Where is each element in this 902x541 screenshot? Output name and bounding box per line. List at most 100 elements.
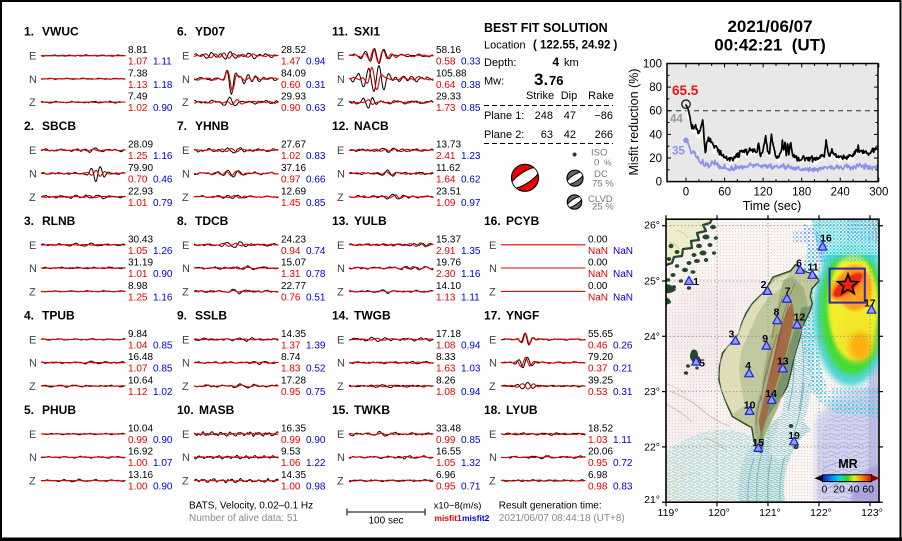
- svg-text:12.69: 12.69: [281, 186, 306, 197]
- svg-text:N: N: [182, 263, 190, 275]
- svg-text:N: N: [489, 452, 497, 464]
- svg-text:1.12: 1.12: [128, 387, 148, 398]
- svg-text:Time (sec): Time (sec): [743, 199, 802, 213]
- svg-text:15.: 15.: [332, 403, 349, 417]
- svg-text:23°: 23°: [644, 386, 660, 398]
- svg-text:100: 100: [643, 59, 662, 71]
- svg-text:Result generation time:: Result generation time:: [499, 501, 602, 512]
- svg-text:1.11: 1.11: [461, 292, 480, 303]
- svg-text:E: E: [29, 334, 36, 346]
- svg-text:E: E: [29, 429, 36, 441]
- svg-text:6: 6: [796, 258, 802, 270]
- svg-text:7.38: 7.38: [128, 68, 148, 79]
- svg-text:1.37: 1.37: [281, 340, 301, 351]
- svg-text:0.95: 0.95: [436, 482, 456, 493]
- svg-text:Z: Z: [182, 286, 189, 298]
- svg-text:0.66: 0.66: [306, 174, 326, 185]
- svg-text:1.32: 1.32: [461, 458, 481, 469]
- svg-text:180: 180: [792, 187, 811, 199]
- svg-text:1.02: 1.02: [153, 387, 173, 398]
- svg-text:10: 10: [744, 400, 756, 412]
- svg-text:8.98: 8.98: [128, 281, 148, 292]
- svg-text:1.23: 1.23: [461, 151, 481, 162]
- svg-text:60: 60: [862, 484, 874, 496]
- svg-text:N: N: [337, 74, 345, 86]
- svg-text:CLVD: CLVD: [588, 194, 613, 205]
- svg-text:N: N: [489, 358, 497, 370]
- svg-text:31.19: 31.19: [128, 258, 153, 269]
- svg-text:0.72: 0.72: [613, 458, 633, 469]
- svg-text:2: 2: [761, 279, 767, 291]
- svg-text:0.90: 0.90: [153, 269, 173, 280]
- svg-text:0: 0: [656, 177, 662, 189]
- svg-text:1.83: 1.83: [281, 364, 301, 375]
- svg-text:14.: 14.: [332, 308, 349, 322]
- svg-text:N: N: [337, 358, 345, 370]
- svg-text:10.04: 10.04: [128, 424, 153, 435]
- svg-text:NaN: NaN: [613, 292, 633, 303]
- svg-text:x10−8(m/s): x10−8(m/s): [434, 501, 482, 512]
- svg-text:0.94: 0.94: [461, 387, 481, 398]
- svg-text:Z: Z: [182, 192, 189, 204]
- svg-text:N: N: [182, 452, 190, 464]
- svg-text:1.35: 1.35: [461, 246, 481, 257]
- svg-text:30.43: 30.43: [128, 234, 153, 245]
- svg-text:Plane 1:: Plane 1:: [484, 110, 524, 122]
- svg-text:0.85: 0.85: [153, 364, 173, 375]
- svg-text:1.13: 1.13: [128, 80, 148, 91]
- svg-text:0.62: 0.62: [461, 174, 481, 185]
- svg-text:0.90: 0.90: [153, 482, 173, 493]
- svg-text:240: 240: [831, 187, 850, 199]
- svg-text:Misfit reduction (%): Misfit reduction (%): [627, 69, 641, 176]
- svg-text:misfit1: misfit1: [434, 513, 462, 523]
- svg-text:0.90: 0.90: [153, 435, 173, 446]
- svg-text:N: N: [29, 168, 37, 180]
- svg-text:3.: 3.: [534, 70, 548, 89]
- svg-text:1.08: 1.08: [436, 387, 456, 398]
- svg-text:119°: 119°: [658, 507, 679, 519]
- svg-text:−86: −86: [594, 110, 613, 122]
- svg-text:0.75: 0.75: [306, 387, 326, 398]
- svg-text:0: 0: [683, 187, 689, 199]
- svg-text:12: 12: [794, 312, 806, 324]
- svg-text:VWUC: VWUC: [42, 25, 79, 39]
- svg-text:8.26: 8.26: [436, 376, 456, 387]
- svg-text:0.78: 0.78: [306, 269, 326, 280]
- svg-text:0.95: 0.95: [588, 458, 608, 469]
- svg-text:1.73: 1.73: [436, 103, 456, 114]
- svg-text:79.20: 79.20: [588, 352, 613, 363]
- svg-text:0.53: 0.53: [588, 387, 608, 398]
- svg-text:27.67: 27.67: [281, 140, 306, 151]
- svg-text:Location: Location: [484, 40, 526, 52]
- svg-text:Z: Z: [182, 97, 189, 109]
- svg-text:N: N: [489, 263, 497, 275]
- svg-text:10.64: 10.64: [128, 376, 153, 387]
- svg-text:0.31: 0.31: [306, 80, 326, 91]
- svg-text:7.: 7.: [177, 119, 187, 133]
- svg-text:2.91: 2.91: [436, 246, 456, 257]
- svg-text:8.81: 8.81: [128, 45, 148, 56]
- svg-text:0.90: 0.90: [306, 435, 326, 446]
- svg-text:19.76: 19.76: [436, 258, 461, 269]
- svg-text:0.90: 0.90: [153, 103, 173, 114]
- svg-text:PCYB: PCYB: [506, 214, 540, 228]
- svg-text:0.70: 0.70: [128, 174, 148, 185]
- svg-text:11.62: 11.62: [436, 163, 461, 174]
- svg-text:6.98: 6.98: [588, 470, 608, 481]
- svg-text:5: 5: [699, 358, 705, 370]
- svg-text:25°: 25°: [644, 276, 660, 288]
- svg-text:E: E: [182, 334, 189, 346]
- svg-text:Dip: Dip: [561, 90, 578, 102]
- svg-text:2.41: 2.41: [436, 151, 456, 162]
- svg-text:1.05: 1.05: [436, 458, 456, 469]
- svg-text:1.03: 1.03: [461, 364, 481, 375]
- svg-text:0.00: 0.00: [588, 258, 608, 269]
- svg-text:76: 76: [549, 73, 563, 88]
- svg-text:1.07: 1.07: [153, 458, 173, 469]
- svg-text:18.52: 18.52: [588, 424, 613, 435]
- svg-text:1.01: 1.01: [128, 198, 148, 209]
- svg-text:0.63: 0.63: [306, 103, 326, 114]
- svg-text:266: 266: [595, 129, 613, 141]
- svg-text:1.45: 1.45: [281, 198, 301, 209]
- svg-text:0.31: 0.31: [613, 387, 633, 398]
